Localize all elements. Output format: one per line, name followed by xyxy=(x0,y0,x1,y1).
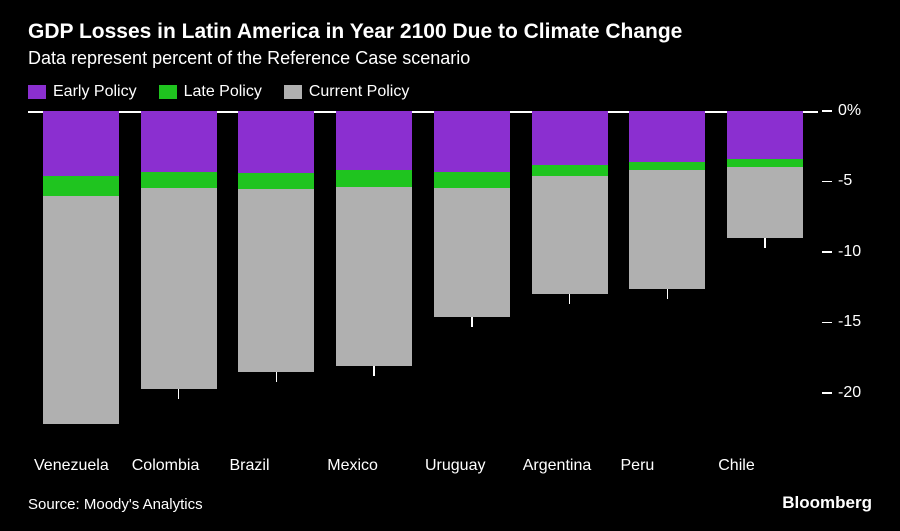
y-tick: -10 xyxy=(822,243,872,261)
x-axis-label: Chile xyxy=(716,457,814,475)
y-tick-label: 0% xyxy=(838,102,872,120)
bar-column xyxy=(619,111,717,421)
bar-segment-late xyxy=(629,162,705,170)
legend-label: Current Policy xyxy=(309,83,409,101)
legend-item: Late Policy xyxy=(159,83,262,101)
bar-segment-early xyxy=(238,111,314,173)
x-axis-label: Brazil xyxy=(228,457,326,475)
x-axis-labels: VenezuelaColombiaBrazilMexicoUruguayArge… xyxy=(28,457,818,475)
bar-column xyxy=(325,111,423,421)
y-tick-mark xyxy=(822,110,832,112)
bar-segment-late xyxy=(532,165,608,176)
y-tick-label: -20 xyxy=(838,384,872,402)
bar-stack xyxy=(336,111,412,366)
legend-swatch xyxy=(159,85,177,99)
x-tick-mark xyxy=(373,366,375,376)
x-tick-mark xyxy=(667,289,669,299)
bar-segment-current xyxy=(141,188,217,388)
bar-segment-early xyxy=(434,111,510,172)
bar-group xyxy=(28,111,818,421)
x-tick-mark xyxy=(178,389,180,399)
bar-segment-current xyxy=(434,188,510,316)
y-tick-mark xyxy=(822,322,832,324)
bar-column xyxy=(130,111,228,421)
bar-stack xyxy=(43,111,119,424)
chart-area: 0%-5-10-15-20 xyxy=(28,111,872,455)
bar-segment-current xyxy=(532,176,608,294)
bar-stack xyxy=(238,111,314,372)
bar-segment-early xyxy=(141,111,217,172)
bar-stack xyxy=(434,111,510,317)
legend-swatch xyxy=(28,85,46,99)
bar-segment-current xyxy=(43,196,119,424)
source-text: Source: Moody's Analytics xyxy=(28,496,203,513)
y-tick: -15 xyxy=(822,313,872,331)
x-axis-label: Colombia xyxy=(130,457,228,475)
chart-title: GDP Losses in Latin America in Year 2100… xyxy=(28,20,872,44)
bar-stack xyxy=(141,111,217,389)
bar-column xyxy=(228,111,326,421)
bar-column xyxy=(716,111,814,421)
bar-segment-current xyxy=(336,187,412,366)
bar-column xyxy=(521,111,619,421)
x-axis-label: Mexico xyxy=(325,457,423,475)
bar-segment-late xyxy=(727,159,803,167)
legend-item: Early Policy xyxy=(28,83,137,101)
x-axis-label: Peru xyxy=(619,457,717,475)
bar-segment-current xyxy=(238,189,314,372)
bar-segment-current xyxy=(727,167,803,237)
legend-swatch xyxy=(284,85,302,99)
y-tick: -20 xyxy=(822,384,872,402)
bar-column xyxy=(32,111,130,421)
y-tick-mark xyxy=(822,251,832,253)
legend-label: Late Policy xyxy=(184,83,262,101)
bar-stack xyxy=(629,111,705,289)
y-tick-label: -15 xyxy=(838,313,872,331)
plot-area xyxy=(28,111,818,421)
y-tick: -5 xyxy=(822,172,872,190)
bar-segment-late xyxy=(238,173,314,189)
bar-segment-early xyxy=(43,111,119,176)
x-tick-mark xyxy=(569,294,571,304)
bar-column xyxy=(423,111,521,421)
bar-segment-current xyxy=(629,170,705,288)
chart-subtitle: Data represent percent of the Reference … xyxy=(28,48,872,69)
bar-segment-early xyxy=(727,111,803,159)
y-tick-label: -10 xyxy=(838,243,872,261)
y-tick: 0% xyxy=(822,102,872,120)
legend-item: Current Policy xyxy=(284,83,409,101)
y-tick-mark xyxy=(822,181,832,183)
x-tick-mark xyxy=(471,317,473,327)
bar-segment-early xyxy=(336,111,412,170)
x-tick-mark xyxy=(764,238,766,248)
x-axis-label: Argentina xyxy=(521,457,619,475)
bar-segment-early xyxy=(629,111,705,162)
bar-stack xyxy=(727,111,803,238)
bar-segment-late xyxy=(434,172,510,189)
bar-segment-late xyxy=(43,176,119,196)
y-axis: 0%-5-10-15-20 xyxy=(818,111,872,421)
bar-segment-late xyxy=(141,172,217,189)
legend-label: Early Policy xyxy=(53,83,137,101)
x-tick-mark xyxy=(276,372,278,382)
bar-segment-early xyxy=(532,111,608,165)
x-axis-label: Uruguay xyxy=(423,457,521,475)
legend: Early Policy Late Policy Current Policy xyxy=(28,83,872,101)
brand-logo: Bloomberg xyxy=(782,493,872,513)
y-tick-label: -5 xyxy=(838,172,872,190)
y-tick-mark xyxy=(822,392,832,394)
x-axis-label: Venezuela xyxy=(32,457,130,475)
bar-stack xyxy=(532,111,608,294)
bar-segment-late xyxy=(336,170,412,187)
